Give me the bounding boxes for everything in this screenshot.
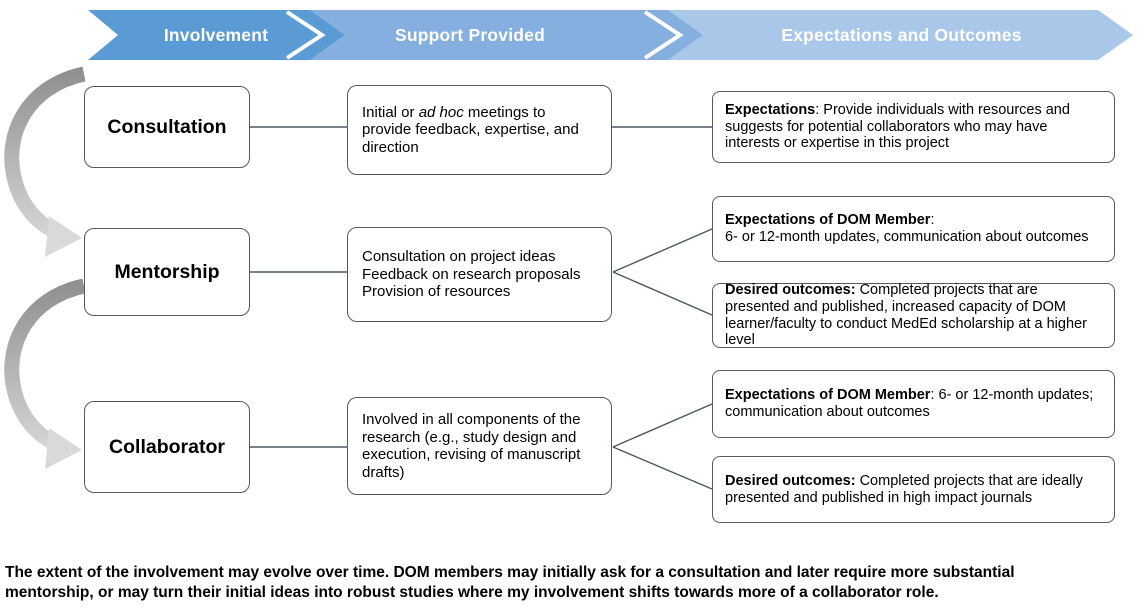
- support-box-collaborator: Involved in all components of the resear…: [347, 397, 612, 495]
- header-label-involvement: Involvement: [163, 24, 269, 45]
- chevron-separator-icon: [643, 10, 684, 60]
- connector-lines: [250, 126, 713, 490]
- support-text: Involved in all components of the resear…: [362, 411, 581, 481]
- expectation-text: Expectations: Provide individuals with r…: [725, 101, 1070, 152]
- involvement-box-collaborator: Collaborator: [84, 401, 250, 493]
- header-chevron-involvement: [88, 10, 345, 60]
- expectation-text: Expectations of DOM Member: 6- or 12-mont…: [725, 212, 1089, 245]
- curved-arrow-down-icon: [4, 66, 86, 239]
- involvement-box-consultation: Consultation: [84, 86, 250, 168]
- connector-line: [612, 271, 713, 316]
- expectation-text: Desired outcomes: Completed projects tha…: [725, 472, 1083, 506]
- expectation-box-consultation: Expectations: Provide individuals with r…: [712, 91, 1115, 163]
- connector-line: [612, 228, 713, 273]
- expectation-text: Expectations of DOM Member: 6- or 12-mon…: [725, 387, 1094, 420]
- expectation-box-collaborator-expectations: Expectations of DOM Member: 6- or 12-mon…: [712, 370, 1115, 438]
- connector-line: [612, 446, 713, 490]
- expectation-box-mentorship-expectations: Expectations of DOM Member: 6- or 12-mont…: [712, 196, 1115, 262]
- expectation-text: Desired outcomes: Completed projects tha…: [725, 281, 1087, 349]
- support-line: Provision of resources: [362, 283, 511, 301]
- curved-arrow-down-head-icon: [45, 428, 82, 469]
- support-line: Consultation on project ideas: [362, 248, 556, 266]
- chevron-separator-icon: [285, 10, 326, 60]
- support-line: Feedback on research proposals: [362, 265, 581, 283]
- header-label-expectations-outcomes: Expectations and Outcomes: [781, 24, 1022, 45]
- support-text: Initial or ad hoc meetings to provide fe…: [362, 103, 579, 156]
- involvement-box-mentorship: Mentorship: [84, 228, 250, 316]
- connector-line: [612, 403, 713, 448]
- curved-arrow-down-icon: [4, 278, 86, 451]
- header-chevron-support: [310, 10, 703, 60]
- header-label-support-provided: Support Provided: [394, 24, 545, 45]
- expectation-box-collaborator-desired-outcomes: Desired outcomes: Completed projects tha…: [712, 456, 1115, 523]
- footer-note: The extent of the involvement may evolve…: [5, 564, 1015, 601]
- expectation-box-mentorship-desired-outcomes: Desired outcomes: Completed projects tha…: [712, 281, 1115, 349]
- header-chevron-expectations: [668, 10, 1133, 60]
- curved-arrow-down-head-icon: [45, 216, 82, 257]
- support-box-consultation: Initial or ad hoc meetings to provide fe…: [347, 85, 612, 175]
- support-box-mentorship: Consultation on project ideas Feedback o…: [347, 227, 612, 322]
